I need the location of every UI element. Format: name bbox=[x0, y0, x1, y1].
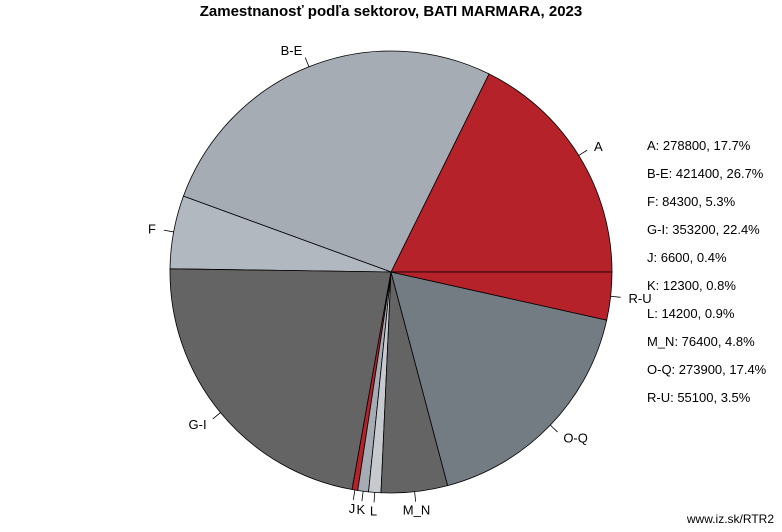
legend-item-l: L: 14200, 0.9% bbox=[647, 306, 735, 321]
pie-label-b-e: B-E bbox=[281, 43, 303, 58]
pie-label-l: L bbox=[370, 503, 377, 518]
pie-slice-a bbox=[390, 73, 613, 273]
label-tick-r-u bbox=[610, 295, 621, 298]
legend-item-m-n: M_N: 76400, 4.8% bbox=[647, 334, 755, 349]
pie-label-f: F bbox=[148, 222, 156, 237]
legend-item-r-u: R-U: 55100, 3.5% bbox=[647, 390, 751, 405]
chart-title: Zamestnanosť podľa sektorov, BATI MARMAR… bbox=[199, 3, 583, 20]
label-tick-b-e bbox=[304, 57, 310, 67]
legend-item-o-q: O-Q: 273900, 17.4% bbox=[647, 362, 767, 377]
legend-item-k: K: 12300, 0.8% bbox=[647, 278, 736, 293]
pie-label-g-i: G-I bbox=[189, 417, 207, 432]
legend-item-j: J: 6600, 0.4% bbox=[647, 250, 727, 265]
label-tick-g-i bbox=[212, 412, 221, 420]
legend-item-f: F: 84300, 5.3% bbox=[647, 194, 736, 209]
label-tick-m-n bbox=[414, 491, 417, 502]
legend-item-a: A: 278800, 17.7% bbox=[647, 138, 751, 153]
label-tick-o-q bbox=[550, 424, 558, 433]
pie-label-k: K bbox=[357, 502, 366, 517]
label-tick-f bbox=[163, 229, 174, 233]
label-tick-k bbox=[361, 491, 364, 502]
pie-slice-r-u bbox=[390, 271, 613, 321]
pie-label-a: A bbox=[594, 139, 603, 154]
label-tick-l bbox=[373, 492, 376, 503]
pie-slice-o-q bbox=[390, 271, 608, 487]
pie-label-r-u: R-U bbox=[629, 291, 652, 306]
pie-label-m-n: M_N bbox=[403, 503, 430, 518]
legend-item-g-i: G-I: 353200, 22.4% bbox=[647, 222, 760, 237]
source-link[interactable]: www.iz.sk/RTR2 bbox=[686, 512, 774, 526]
pie-label-j: J bbox=[349, 501, 356, 516]
label-tick-j bbox=[352, 489, 356, 500]
pie-label-o-q: O-Q bbox=[563, 431, 588, 446]
legend-item-b-e: B-E: 421400, 26.7% bbox=[647, 166, 764, 181]
label-tick-a bbox=[578, 149, 588, 156]
